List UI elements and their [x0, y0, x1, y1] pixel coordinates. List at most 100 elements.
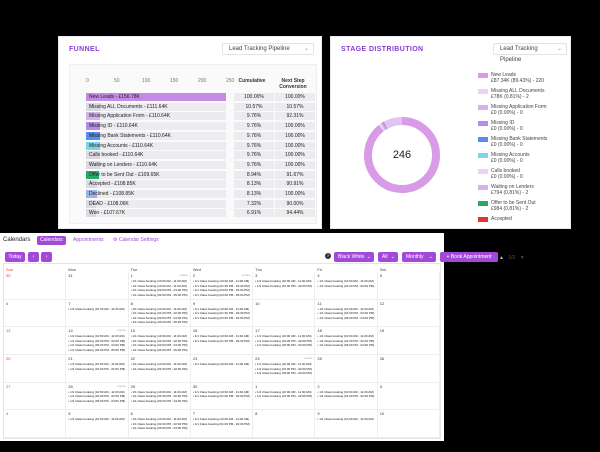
calendar-event[interactable]: 1/1 Class booking (01:00 PM - 02:00 PM): [255, 284, 319, 288]
calendar-event[interactable]: 1/1 Class booking (01:00 PM - 02:00 PM): [131, 339, 195, 343]
calendar-day-cell[interactable]: 28 +more 1/1 Class booking (10:00 AM - 11:…: [66, 382, 129, 411]
calendar-day-cell[interactable]: 30: [4, 272, 67, 300]
funnel-row[interactable]: Missing Bank Statements - £110.64K 9.76% 1…: [86, 131, 322, 141]
calendar-day-cell[interactable]: 91/1 Class booking (10:00 AM - 11:00 AM): [315, 410, 378, 438]
calendar-day-cell[interactable]: 11/1 Class booking (10:00 AM - 11:00 AM)…: [253, 382, 316, 411]
calendar-event[interactable]: 1/1 Class booking (10:00 AM - 11:00 AM): [131, 390, 195, 394]
calendar-day-cell[interactable]: 19: [377, 327, 440, 355]
calendar-event[interactable]: 1/1 Class booking (01:00 PM - 02:00 PM): [68, 394, 132, 398]
calendar-day-cell[interactable]: 10: [253, 299, 316, 328]
calendar-event[interactable]: 1/1 Class booking (10:00 AM - 11:00 AM): [193, 307, 257, 311]
calendar-event[interactable]: 1/1 Class booking (04:00 PM - 05:00 PM): [68, 348, 132, 352]
calendar-day-cell[interactable]: 61/1 Class booking (10:00 AM - 11:00 AM)…: [128, 410, 191, 438]
calendar-event[interactable]: 1/1 Class booking (03:00 PM - 04:00 PM): [317, 343, 381, 347]
calendar-event[interactable]: 1/1 Class booking (01:00 PM - 02:00 PM): [255, 367, 319, 371]
funnel-row[interactable]: New Leads - £156.78K 100.00% 100.00%: [86, 93, 322, 102]
calendar-event[interactable]: 1/1 Class booking (04:00 PM - 05:00 PM): [131, 293, 195, 297]
legend-item[interactable]: Accepted: [478, 216, 573, 222]
calendar-event[interactable]: 1/1 Class booking (03:00 PM - 04:00 PM): [193, 288, 257, 292]
legend-item[interactable]: New Leads £87.34K (89.43%) - 220: [478, 72, 573, 84]
calendar-event[interactable]: 1/1 Class booking (10:00 AM - 11:00 AM): [131, 362, 195, 366]
stage-pipeline-select[interactable]: Lead Tracking Pipeline ⌄: [493, 43, 567, 63]
legend-item[interactable]: Missing Application Form £0 (0.00%) - 0: [478, 104, 573, 116]
calendar-all-select[interactable]: All ⌄: [378, 252, 398, 262]
funnel-row[interactable]: Declined - £108.85K 8.13% 100.00%: [86, 190, 322, 199]
funnel-row[interactable]: Waiting on Lenders - £110.64K 9.76% 100.00…: [86, 160, 322, 170]
calendar-event[interactable]: 1/1 Class booking (10:00 AM - 11:00 AM): [193, 334, 257, 338]
today-button[interactable]: Today: [5, 252, 25, 262]
calendar-event[interactable]: 1/1 Class booking (10:00 AM - 11:00 AM): [317, 279, 381, 283]
calendar-event[interactable]: 1/1 Class booking (01:00 PM - 02:00 PM): [193, 422, 257, 426]
funnel-row[interactable]: Accepted - £108.85K 8.13% 90.91%: [86, 180, 322, 189]
triangle-down-icon[interactable]: ▼: [519, 255, 525, 261]
calendar-event[interactable]: 1/1 Class booking (01:30 PM - 02:30 PM): [193, 284, 257, 288]
calendar-event[interactable]: 1/1 Class booking (03:00 PM - 04:00 PM): [131, 288, 195, 292]
calendar-event[interactable]: 1/1 Class booking (03:00 PM - 04:00 PM): [131, 399, 195, 403]
calendar-event[interactable]: 1/1 Class booking (01:00 PM - 02:00 PM): [131, 311, 195, 315]
funnel-row[interactable]: Missing ALL Documents - £111.64K 10.57% 10…: [86, 102, 322, 112]
calendar-event[interactable]: 1/1 Class booking (10:00 AM - 11:00 AM): [255, 390, 319, 394]
calendar-event[interactable]: 1/1 Class booking (10:00 AM - 11:00 AM): [255, 362, 319, 366]
calendar-event[interactable]: 1/1 Class booking (01:00 PM - 02:00 PM): [131, 422, 195, 426]
calendar-event[interactable]: 1/1 Class booking (01:30 PM - 02:30 PM): [193, 311, 257, 315]
calendar-event[interactable]: 1/1 Class booking (10:00 AM - 11:00 AM): [68, 362, 132, 366]
calendar-event[interactable]: 1/1 Class booking (10:00 AM - 11:00 AM): [131, 307, 195, 311]
calendar-event[interactable]: 1/1 Class booking (10:00 AM - 11:00 AM): [255, 334, 319, 338]
calendar-event[interactable]: 1/1 Class booking (10:00 AM - 11:00 AM): [131, 417, 195, 421]
legend-item[interactable]: Missing ID £0 (0.00%) - 0: [478, 120, 573, 132]
more-events-link[interactable]: +more: [116, 383, 126, 388]
calendar-event[interactable]: 1/1 Class booking (01:00 PM - 02:00 PM): [255, 394, 319, 398]
funnel-row[interactable]: Missing ID - £110.64K 9.76% 100.00%: [86, 122, 322, 131]
calendar-day-cell[interactable]: 2 +more 1/1 Class booking (10:00 AM - 11:0…: [190, 272, 254, 300]
more-events-link[interactable]: +more: [303, 356, 313, 360]
calendar-event[interactable]: 1/1 Class booking (03:00 PM - 04:00 PM): [255, 371, 319, 375]
calendar-event[interactable]: 1/1 Class booking (03:00 PM - 04:00 PM): [317, 316, 381, 320]
calendar-event[interactable]: 1/1 Class booking (01:00 PM - 02:00 PM): [317, 284, 381, 288]
calendar-event[interactable]: 1/1 Class booking (03:00 PM - 04:00 PM): [131, 343, 195, 347]
calendar-event[interactable]: 1/1 Class booking (10:00 AM - 11:00 AM): [193, 417, 257, 421]
more-events-link[interactable]: +more: [179, 273, 188, 277]
calendar-day-cell[interactable]: 20: [4, 355, 67, 383]
legend-item[interactable]: Missing Accounts £0 (0.00%) - 0: [478, 152, 573, 164]
legend-item[interactable]: Calls booked £0 (0.00%) - 0: [478, 168, 573, 180]
funnel-row[interactable]: Missing Accounts - £110.64K 9.76% 100.00%: [86, 141, 322, 151]
info-icon[interactable]: ?: [325, 253, 331, 259]
calendar-day-cell[interactable]: 231/1 Class booking (10:00 AM - 11:00 AM…: [190, 355, 254, 383]
calendar-event[interactable]: 1/1 Class booking (10:00 AM - 11:00 AM): [131, 284, 195, 288]
calendar-view-select[interactable]: Monthly ⌄: [402, 252, 436, 262]
calendar-event[interactable]: 1/1 Class booking (10:00 AM - 11:00 AM): [317, 307, 381, 311]
calendar-day-cell[interactable]: 13: [4, 327, 67, 355]
calendar-event[interactable]: 1/1 Class booking (01:30 PM - 02:30 PM): [193, 339, 257, 343]
calendar-event[interactable]: 1/1 Class booking (01:00 PM - 02:00 PM): [317, 339, 381, 343]
calendar-event[interactable]: 1/1 Class booking (10:30 AM - 11:30 AM): [68, 307, 132, 311]
more-events-link[interactable]: +more: [241, 273, 251, 277]
calendar-day-cell[interactable]: 3: [377, 382, 440, 411]
funnel-row[interactable]: Offer to be Sent Out - £109.65K 8.94% 91.6…: [86, 170, 322, 180]
funnel-row[interactable]: Calls booked - £110.64K 9.76% 100.00%: [86, 151, 322, 160]
calendar-event[interactable]: 1/1 Class booking (01:00 PM - 02:00 PM): [317, 394, 381, 398]
calendar-day-cell[interactable]: 21/1 Class booking (10:00 AM - 11:00 AM)…: [315, 382, 378, 411]
calendar-day-cell[interactable]: 1+more1/1 Class booking (10:00 AM - 11:0…: [128, 272, 191, 300]
funnel-pipeline-select[interactable]: Lead Tracking Pipeline ⌄: [222, 43, 314, 55]
calendar-event[interactable]: 1/1 Class booking (10:00 AM - 11:00 AM): [68, 417, 132, 421]
calendar-filter-select[interactable]: Black White ⌄: [334, 252, 374, 262]
legend-item[interactable]: Missing Bank Statements £0 (0.00%) - 0: [478, 136, 573, 148]
calendar-day-cell[interactable]: 24 +more 1/1 Class booking (10:00 AM - 11:…: [253, 355, 316, 383]
calendar-event[interactable]: 1/1 Class booking (03:00 PM - 04:00 PM): [68, 343, 132, 347]
calendar-day-cell[interactable]: 211/1 Class booking (10:00 AM - 11:00 AM…: [66, 355, 129, 383]
calendar-event[interactable]: 1/1 Class booking (03:00 PM - 04:00 PM): [193, 316, 257, 320]
calendar-event[interactable]: 1/1 Class booking (10:00 AM - 11:00 AM): [317, 334, 381, 338]
calendar-event[interactable]: 1/1 Class booking (03:00 PM - 04:00 PM): [131, 316, 195, 320]
calendar-event[interactable]: 1/1 Class booking (03:00 PM - 04:00 PM): [131, 426, 195, 430]
legend-item[interactable]: Waiting on Lenders £794 (0.81%) - 2: [478, 184, 573, 196]
prev-month-button[interactable]: ‹: [28, 252, 39, 262]
calendar-day-cell[interactable]: 301/1 Class booking (10:00 AM - 11:00 AM…: [190, 382, 254, 411]
calendar-event[interactable]: 1/1 Class booking (04:00 PM - 05:00 PM): [131, 348, 195, 352]
calendar-day-cell[interactable]: 12: [377, 299, 440, 328]
calendar-event[interactable]: 1/1 Class booking (10:00 AM - 11:00 AM): [131, 334, 195, 338]
donut-segment[interactable]: [364, 117, 440, 193]
calendar-event[interactable]: 1/1 Class booking (10:00 AM - 11:00 AM): [317, 390, 381, 394]
calendar-event[interactable]: 1/1 Class booking (04:00 PM - 05:00 PM): [193, 293, 257, 297]
next-month-button[interactable]: ›: [41, 252, 52, 262]
calendar-day-cell[interactable]: 25: [315, 355, 378, 383]
